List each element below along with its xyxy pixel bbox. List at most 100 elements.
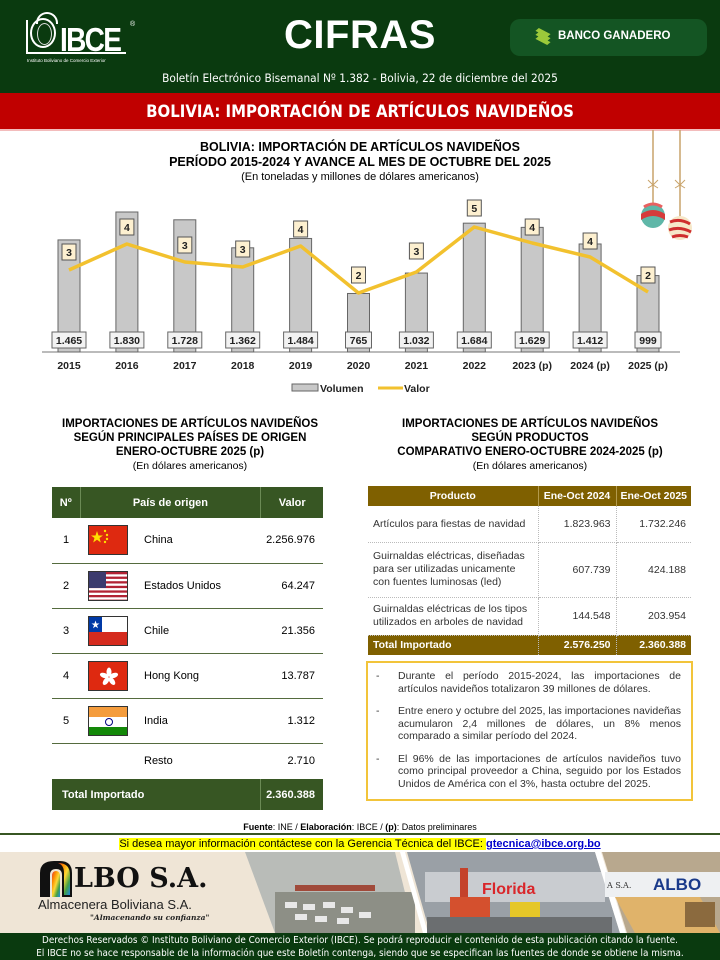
sponsor-logo[interactable]: BANCO GANADERO	[510, 19, 707, 56]
combo-chart: 1.465 2015 1.830 2016 1.728 2017 1.362 2018 1.48…	[42, 199, 680, 395]
total-2024: 2.576.250	[538, 635, 617, 655]
svg-text:Valor: Valor	[404, 383, 430, 395]
logo-arc	[36, 12, 58, 24]
note-text: Entre enero y octubre del 2025, las impo…	[398, 705, 681, 742]
x-axis-label: 2023 (p)	[512, 360, 552, 372]
source-value: : INE /	[272, 822, 301, 832]
volume-label: 1.465	[56, 335, 82, 347]
countries-title-line-1: IMPORTACIONES DE ARTÍCULOS NAVIDEÑOS	[62, 418, 318, 430]
country-value: 2.256.976	[260, 518, 323, 564]
total-label: Total Importado	[52, 779, 262, 810]
table-row: Guirnaldas eléctricas, diseñadas para se…	[368, 542, 691, 598]
country-value: 1.312	[260, 698, 323, 744]
volume-bar	[289, 237, 313, 353]
table-row: Guirnaldas eléctricas de los tipos utili…	[368, 597, 691, 636]
total-value: 2.360.388	[260, 779, 323, 810]
value-line	[68, 225, 649, 295]
country-value: 64.247	[260, 563, 323, 609]
photo-sign-sa: A S.A.	[606, 881, 631, 890]
contact-line: Si desea mayor información contáctese co…	[0, 838, 720, 850]
india-flag-icon	[88, 705, 128, 736]
table-row: Artículos para fiestas de navidad 1.823.…	[368, 506, 691, 543]
value-label: 3	[66, 247, 72, 259]
volume-label: 765	[350, 335, 368, 347]
volume-label: 1.830	[114, 335, 140, 347]
x-axis-label: 2024 (p)	[570, 360, 610, 372]
bulletin-info: Boletín Electrónico Bisemanal Nº 1.382 -…	[162, 71, 558, 85]
resto-label: Resto	[144, 755, 173, 768]
photo-sign-florida: Florida	[482, 881, 535, 898]
volume-label: 1.684	[461, 335, 487, 347]
row-number: 1	[52, 518, 80, 564]
x-axis-label: 2018	[231, 360, 255, 372]
col-header-2024: Ene-Oct 2024	[538, 486, 617, 506]
row-number: 5	[52, 698, 80, 744]
banner-title: BOLIVIA: IMPORTACIÓN DE ARTÍCULOS NAVIDE…	[146, 102, 574, 122]
note-bullet: -	[376, 670, 380, 682]
logo-subtitle: Instituto Boliviano de Comercio Exterior	[27, 58, 106, 63]
chart-units: (En toneladas y millones de dólares amer…	[241, 171, 479, 183]
elaboration-value: : IBCE /	[351, 822, 386, 832]
flag-cell	[80, 698, 144, 744]
albo-company: Almacenera Boliviana S.A.	[38, 897, 192, 912]
x-axis-label: 2016	[115, 360, 139, 372]
product-name: Guirnaldas eléctricas, diseñadas para se…	[368, 542, 539, 598]
countries-title-line-3: ENERO-OCTUBRE 2025 (p)	[115, 446, 265, 458]
country-name: Chile	[144, 608, 261, 654]
albo-slogan: "Almacenando su confianza"	[90, 913, 210, 922]
value-2024: 1.823.963	[538, 506, 617, 543]
contact-email-link[interactable]: gtecnica@ibce.org.bo	[486, 838, 601, 850]
x-axis-label: 2020	[347, 360, 371, 372]
value-2024: 607.739	[538, 542, 617, 598]
table-header-row: Producto Ene-Oct 2024 Ene-Oct 2025	[368, 486, 691, 506]
value-label: 3	[182, 240, 188, 252]
albo-advertisement[interactable]: LBO S.A. Almacenera Boliviana S.A. "Alma…	[0, 852, 720, 933]
value-label: 3	[240, 244, 246, 256]
country-name: China	[144, 518, 261, 564]
table-row-resto: Resto 2.710	[52, 743, 323, 779]
row-number: 2	[52, 563, 80, 609]
ibce-logo[interactable]: IBCE ® Instituto Boliviano de Comercio E…	[26, 10, 136, 65]
flag-cell	[80, 653, 144, 699]
flag-cell	[80, 608, 144, 654]
countries-units: (En dólares americanos)	[132, 460, 248, 472]
photo-sign-albo: ALBO	[653, 875, 701, 894]
contact-text: Si desea mayor información contáctese co…	[119, 838, 486, 850]
total-label: Total Importado	[368, 635, 539, 655]
note-bullet: -	[376, 752, 380, 765]
table-row-total: Total Importado 2.576.250 2.360.388	[368, 635, 691, 655]
table-row: 1 China 2.256.976	[52, 518, 323, 564]
value-label: 2	[356, 270, 362, 282]
volume-label: 1.412	[577, 335, 603, 347]
table-row: 2 Estados Unidos 64.247	[52, 563, 323, 609]
chile-flag-icon	[88, 615, 128, 646]
col-header-number: Nº	[52, 487, 81, 518]
x-axis-label: 2017	[173, 360, 197, 372]
country-value: 13.787	[260, 653, 323, 699]
volume-label: 1.629	[519, 335, 545, 347]
header: IBCE ® Instituto Boliviano de Comercio E…	[0, 0, 720, 93]
country-name: Estados Unidos	[144, 563, 261, 609]
sponsor-name: BANCO GANADERO	[558, 30, 671, 42]
x-axis-label: 2025 (p)	[628, 360, 668, 372]
christmas-ornaments-icon	[641, 130, 692, 240]
warehouse-photos-image: Florida ALBO A S.A.	[245, 852, 720, 933]
products-units: (En dólares americanos)	[472, 460, 588, 472]
banner-divider	[0, 129, 720, 131]
note-item: - Durante el período 2015-2024, las impo…	[376, 670, 681, 695]
table-row: 5 India 1.312	[52, 698, 323, 744]
usa-flag-icon	[88, 570, 128, 601]
col-header-value: Valor	[260, 487, 323, 518]
svg-text:Volumen: Volumen	[320, 383, 364, 395]
flag-cell	[80, 563, 144, 609]
value-label: 4	[529, 222, 535, 234]
value-2024: 144.548	[538, 597, 617, 636]
col-header-2025: Ene-Oct 2025	[616, 486, 691, 506]
value-label: 4	[298, 224, 304, 236]
volume-label: 1.362	[230, 335, 256, 347]
volume-label: 999	[639, 335, 657, 347]
row-number: 4	[52, 653, 80, 699]
product-name: Artículos para fiestas de navidad	[368, 506, 539, 543]
publication-title: CIFRAS	[284, 13, 436, 57]
value-2025: 1.732.246	[616, 506, 691, 543]
